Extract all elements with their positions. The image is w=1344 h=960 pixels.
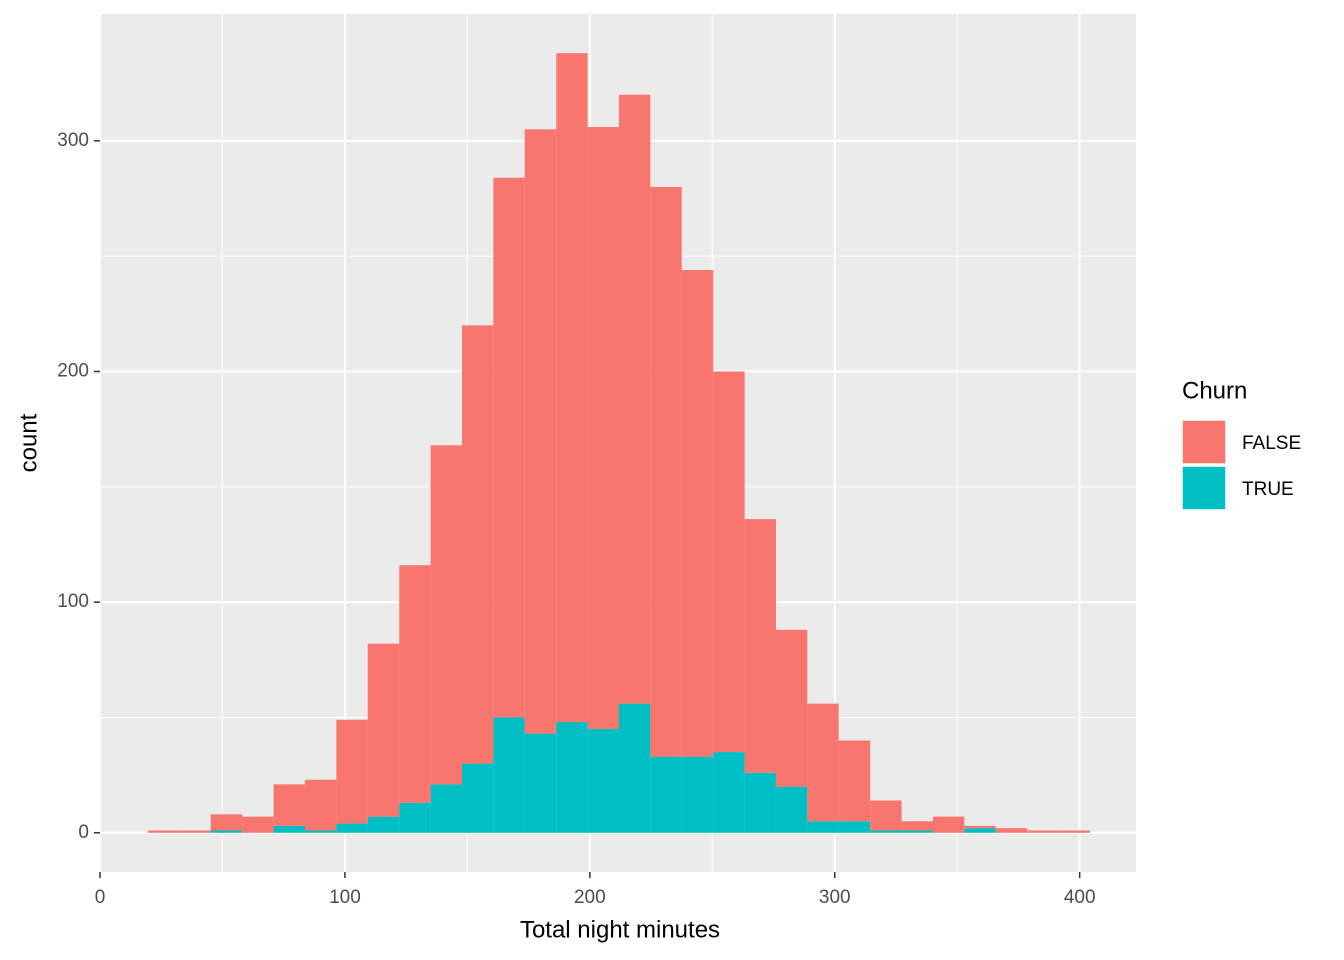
legend-label: TRUE	[1242, 479, 1294, 500]
bar	[901, 830, 933, 833]
legend-label: FALSE	[1242, 433, 1301, 454]
bar	[273, 784, 305, 826]
bar	[775, 629, 808, 787]
bar	[493, 177, 525, 718]
bar	[744, 519, 776, 773]
bar	[304, 779, 337, 831]
bar	[367, 643, 400, 817]
x-tick-label: 200	[574, 887, 606, 908]
bar	[807, 821, 839, 833]
bar	[964, 825, 996, 829]
bar	[148, 830, 180, 833]
bar	[870, 830, 902, 833]
bar	[681, 756, 714, 833]
bar	[681, 270, 714, 757]
bar	[964, 828, 996, 833]
bar	[273, 825, 305, 833]
y-tick-label: 300	[57, 130, 89, 151]
bar	[210, 830, 243, 833]
y-tick-label: 0	[78, 822, 89, 843]
bar	[524, 129, 557, 734]
bar	[242, 816, 274, 833]
bar	[556, 53, 588, 723]
bar	[713, 752, 745, 833]
x-tick-label: 400	[1064, 887, 1096, 908]
bar	[336, 719, 368, 824]
legend-key	[1181, 465, 1227, 511]
bar	[524, 733, 557, 833]
bar	[461, 325, 494, 764]
bar	[1058, 830, 1090, 833]
bar	[336, 823, 368, 833]
bar	[493, 717, 525, 833]
x-axis-title: Total night minutes	[520, 916, 720, 943]
bar	[399, 802, 431, 833]
bar	[430, 784, 462, 833]
x-tick-label: 100	[329, 887, 361, 908]
y-tick-label: 100	[57, 591, 89, 612]
bar	[870, 800, 902, 831]
bar	[838, 740, 871, 822]
bar	[430, 445, 462, 785]
bar	[461, 763, 494, 833]
x-tick-label: 300	[819, 887, 851, 908]
bar	[587, 127, 619, 730]
bar	[901, 821, 933, 831]
bar	[1027, 830, 1059, 833]
bar	[650, 756, 682, 833]
bar	[618, 703, 651, 833]
bar	[556, 722, 588, 833]
bar	[587, 729, 619, 833]
bar	[399, 565, 431, 803]
bar	[807, 703, 839, 822]
bar	[744, 772, 776, 833]
bar	[367, 816, 400, 833]
x-tick-label: 0	[95, 887, 106, 908]
y-tick-label: 200	[57, 361, 89, 382]
legend-title: Churn	[1182, 377, 1247, 404]
bar	[210, 814, 243, 831]
bar	[775, 786, 808, 833]
bar	[179, 830, 211, 833]
bar	[304, 830, 337, 833]
bar	[650, 186, 682, 757]
legend-key	[1181, 419, 1227, 465]
y-axis-title: count	[15, 413, 42, 472]
bar	[932, 816, 965, 833]
bar	[995, 828, 1028, 833]
bar	[838, 821, 871, 833]
bar	[618, 94, 651, 704]
bar	[713, 371, 745, 753]
